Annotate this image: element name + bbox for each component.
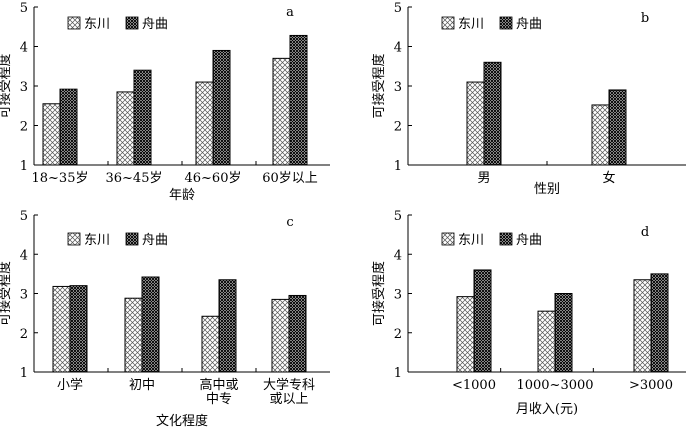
bar-zhouqu [473,269,492,373]
bar-zhouqu [650,273,669,373]
y-tick-label: 5 [394,209,402,224]
bar-dongchuan [466,81,485,166]
y-tick-label: 2 [394,120,402,135]
bar-zhouqu [288,294,307,373]
y-tick-label: 5 [20,209,28,224]
bar-zhouqu [608,89,627,166]
legend-label-dongchuan: 东川 [84,233,110,248]
x-tick-label: 1000~3000 [516,378,593,393]
x-tick-label: 男 [477,171,490,186]
y-tick-label: 1 [394,159,402,174]
legend-label-zhouqu: 舟曲 [516,17,542,32]
y-axis-label: 可接受程度 [0,53,13,118]
legend-label-zhouqu: 舟曲 [142,17,168,32]
x-tick-label: 60岁以上 [262,171,318,186]
y-axis-label: 可接受程度 [371,53,387,118]
y-tick-label: 4 [394,41,402,56]
y-tick-label: 4 [20,248,28,263]
bar-zhouqu [212,49,231,166]
bar-dongchuan [271,298,290,373]
chart-panel-d: 1 2 3 4 5 可接受程度 <1000 1000~3000 >3000 月收入(元) d 东川 舟曲 [371,209,686,417]
x-tick-label: 18~35岁 [32,171,89,186]
bar-zhouqu [59,88,78,166]
legend-label-zhouqu: 舟曲 [142,233,168,248]
x-axis-label: 文化程度 [156,413,208,427]
x-axis-label: 性别 [534,182,560,197]
legend-label-dongchuan: 东川 [458,17,484,32]
y-tick-label: 3 [20,288,28,303]
bar-dongchuan [124,297,143,373]
y-tick-label: 5 [20,1,28,16]
bar-zhouqu [133,69,152,166]
y-tick-label: 3 [394,80,402,95]
bar-dongchuan [52,285,71,373]
x-tick-label: 小学 [57,377,83,393]
bar-zhouqu [483,61,502,166]
bar-dongchuan [591,104,610,166]
y-tick-label: 3 [394,288,402,303]
y-tick-label: 2 [20,120,28,135]
bar-zhouqu [554,293,573,373]
bar-dongchuan [456,296,475,373]
bar-dongchuan [195,81,214,166]
legend-swatch-dongchuan [67,232,81,246]
legend-swatch-zhouqu [499,232,513,246]
y-tick-label: 1 [20,366,28,381]
legend-label-zhouqu: 舟曲 [516,233,542,248]
y-tick-label: 4 [20,41,28,56]
x-axis-label: 月收入(元) [516,402,578,417]
x-tick-label: 初中 [129,378,155,393]
panel-label: d [641,225,649,240]
y-tick-label: 3 [20,80,28,95]
bar-zhouqu [289,34,308,166]
x-tick-label: <1000 [452,378,496,393]
bar-dongchuan [201,315,220,373]
x-tick-label: 36~45岁 [106,171,163,186]
y-axis-label: 可接受程度 [371,261,387,326]
y-axis-label: 可接受程度 [0,261,13,326]
y-tick-label: 1 [394,366,402,381]
legend-label-dongchuan: 东川 [84,17,110,32]
legend-swatch-zhouqu [125,16,139,30]
x-tick-label: 高中或中专 [199,377,238,407]
bar-zhouqu [69,285,88,373]
legend-swatch-zhouqu [499,16,513,30]
bar-dongchuan [116,91,135,166]
bar-dongchuan [537,310,556,373]
legend-label-dongchuan: 东川 [458,233,484,248]
panel-label: a [286,5,294,20]
x-tick-label: >3000 [629,378,673,393]
panel-label: c [286,215,293,230]
x-axis-label: 年龄 [169,188,195,203]
bar-dongchuan [272,57,291,166]
legend-swatch-zhouqu [125,232,139,246]
x-tick-label: 女 [602,170,615,186]
y-tick-label: 4 [394,248,402,263]
x-tick-label: 46~60岁 [185,171,242,186]
y-tick-label: 1 [20,159,28,174]
panel-label: b [641,11,649,26]
bar-dongchuan [42,103,61,166]
bar-zhouqu [141,276,160,373]
bar-zhouqu [218,279,237,373]
x-tick-label: 大学专科或以上 [263,377,315,407]
bar-dongchuan [633,279,652,373]
y-tick-label: 2 [394,327,402,342]
legend-swatch-dongchuan [441,16,455,30]
legend-swatch-dongchuan [441,232,455,246]
legend-swatch-dongchuan [67,16,81,30]
y-tick-label: 2 [20,327,28,342]
y-tick-label: 5 [394,1,402,16]
